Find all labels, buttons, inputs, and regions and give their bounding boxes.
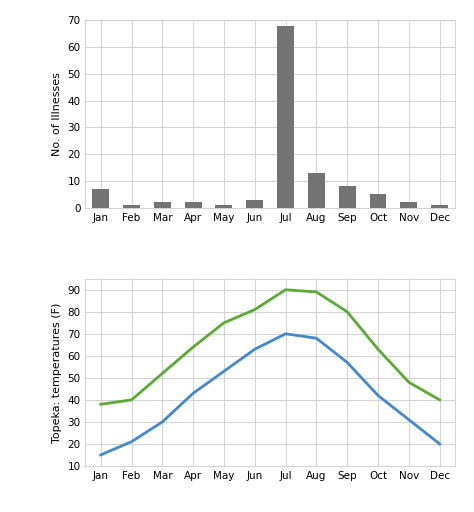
Bar <box>401 202 417 208</box>
Bar <box>123 205 140 208</box>
Bar <box>431 205 448 208</box>
Bar <box>246 200 263 208</box>
Bar <box>154 202 171 208</box>
Bar <box>308 173 325 208</box>
Bar <box>185 202 201 208</box>
Bar <box>216 205 232 208</box>
Bar <box>92 189 109 208</box>
Y-axis label: Topeka: temperatures (F): Topeka: temperatures (F) <box>52 302 62 442</box>
Bar <box>277 26 294 208</box>
Bar <box>339 186 356 208</box>
Bar <box>370 194 386 208</box>
Y-axis label: No. of Illnesses: No. of Illnesses <box>52 72 62 156</box>
